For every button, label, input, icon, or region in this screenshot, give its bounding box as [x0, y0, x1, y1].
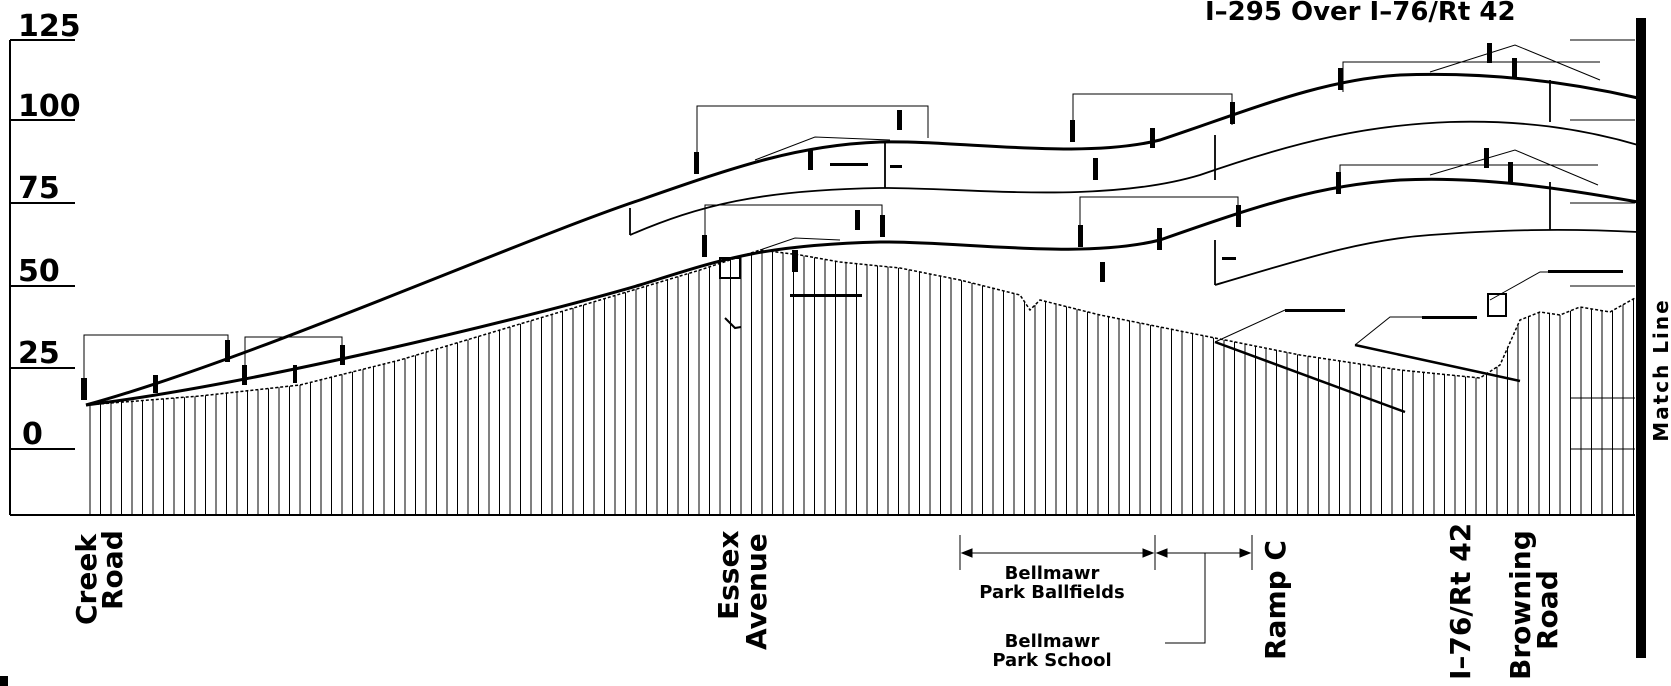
- drawing-title: I–295 Over I–76/Rt 42: [1205, 0, 1516, 27]
- road-label: Road: [96, 530, 129, 610]
- essex-label: Essex: [712, 530, 745, 620]
- road-label-2: Road: [1531, 570, 1564, 650]
- leader-2: [1354, 316, 1455, 346]
- right-ticks: [1570, 39, 1635, 450]
- ramp-line-1: [1214, 340, 1406, 414]
- structure-boxes: [719, 257, 1507, 330]
- corner-mark: [0, 676, 8, 686]
- axis-frame: [9, 39, 1635, 516]
- road-profiles: [85, 72, 1639, 414]
- ballfields-label-line1: Bellmawr: [1005, 563, 1100, 584]
- ramp-line-2: [1354, 343, 1521, 383]
- location-ramp-c: Ramp C: [1259, 540, 1292, 660]
- upper-profile-bottom: [629, 120, 1639, 236]
- y-label-0: 0: [22, 417, 43, 452]
- dimension-brackets: [83, 44, 1601, 395]
- y-label-125: 125: [18, 9, 81, 44]
- ballfields-label-line2: Park Ballfields: [979, 582, 1125, 603]
- school-label-line2: Park School: [992, 650, 1111, 671]
- lower-profile-top: [85, 177, 1639, 407]
- y-label-100: 100: [18, 89, 81, 124]
- ballfields-dimension: [959, 535, 1253, 644]
- avenue-label: Avenue: [740, 533, 773, 650]
- location-browning-road: Browning Road: [1504, 530, 1564, 680]
- y-label-50: 50: [18, 254, 60, 289]
- location-i76-rt42: I–76/Rt 42: [1444, 523, 1477, 680]
- creek-label: Creek: [70, 533, 103, 625]
- match-line-label: Match Line: [1649, 298, 1671, 441]
- browning-label: Browning: [1504, 530, 1537, 680]
- upper-profile-top: [85, 72, 1639, 407]
- lower-profile-bottom: [1214, 228, 1639, 286]
- school-label-line1: Bellmawr: [1005, 631, 1100, 652]
- ground-hatching: [89, 250, 1634, 515]
- location-creek-road: Creek Road: [70, 530, 129, 625]
- leader-1: [1214, 309, 1345, 343]
- existing-ground-line: [85, 249, 1636, 406]
- location-essex-avenue: Essex Avenue: [712, 530, 773, 650]
- y-label-75: 75: [18, 171, 60, 206]
- match-line-bar: [1636, 18, 1646, 658]
- station-markers: [81, 43, 1623, 400]
- y-label-25: 25: [18, 336, 60, 371]
